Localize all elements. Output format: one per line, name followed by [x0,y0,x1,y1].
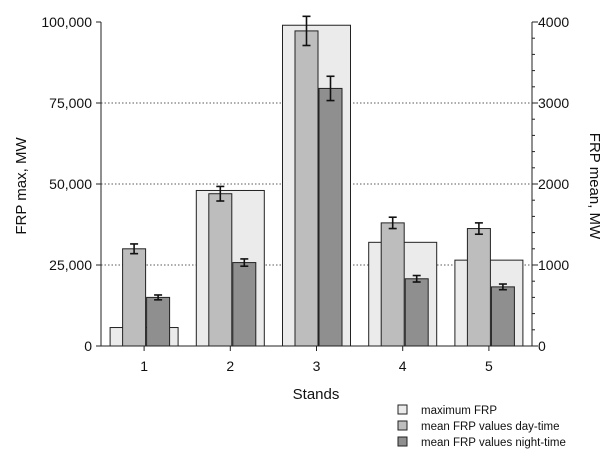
errorbar-mean-night [154,294,163,301]
errorbar-mean-day [474,222,483,236]
errorbar-mean-night [240,258,249,268]
y-tick-label-left: 50,000 [49,176,92,192]
bars-layer [109,15,524,347]
legend-swatch [397,420,408,431]
y-tick-label-left: 100,000 [41,14,92,30]
x-axis-title: Stands [293,386,340,403]
legend-swatch [397,436,408,447]
errorbar-mean-day [388,216,397,230]
x-tick-label: 3 [313,358,321,374]
x-tick-label: 4 [399,358,407,374]
y-tick-label-right: 4000 [538,14,569,30]
y-tick-label-right: 3000 [538,95,569,111]
bar-mean-night [404,278,429,347]
errorbar-mean-night [412,274,421,283]
errorbar-mean-day [216,185,225,202]
legend-label: mean FRP values night-time [421,437,566,449]
legend-label: maximum FRP [421,405,497,417]
bar-mean-day [208,193,233,347]
errorbar-mean-day [130,243,139,255]
legend-label: mean FRP values day-time [421,421,559,433]
x-tick-label: 2 [226,358,234,374]
bar-mean-day [466,228,491,347]
bar-mean-night [490,286,515,347]
errorbar-mean-night [498,283,507,291]
errorbar-mean-night [326,75,335,102]
axes-layer: 1 2 3 4 5 0 25,000 50,000 75,000 100,000 0 1000 2000… [41,14,569,374]
y-tick-label-left: 75,000 [49,95,92,111]
y-tick-label-right: 1000 [538,257,569,273]
x-tick-label: 5 [485,358,493,374]
legend-swatch [397,404,408,415]
y-tick-label-right: 2000 [538,176,569,192]
errorbar-mean-day [302,15,311,47]
bar-mean-night [146,296,171,347]
bar-mean-day [294,30,319,347]
legend: maximum FRP mean FRP values day-time mean … [397,404,566,449]
y-tick-label-right: 0 [538,338,546,354]
bar-mean-night [232,262,257,347]
bar-mean-day [122,248,147,347]
bar-mean-night [318,87,343,347]
y-tick-label-left: 25,000 [49,257,92,273]
bar-mean-day [380,222,405,347]
y-axis-title-right: FRP mean, MW [586,133,603,240]
x-tick-label: 1 [140,358,148,374]
y-tick-label-left: 0 [84,338,92,354]
y-axis-title-left: FRP max, MW [13,137,30,235]
